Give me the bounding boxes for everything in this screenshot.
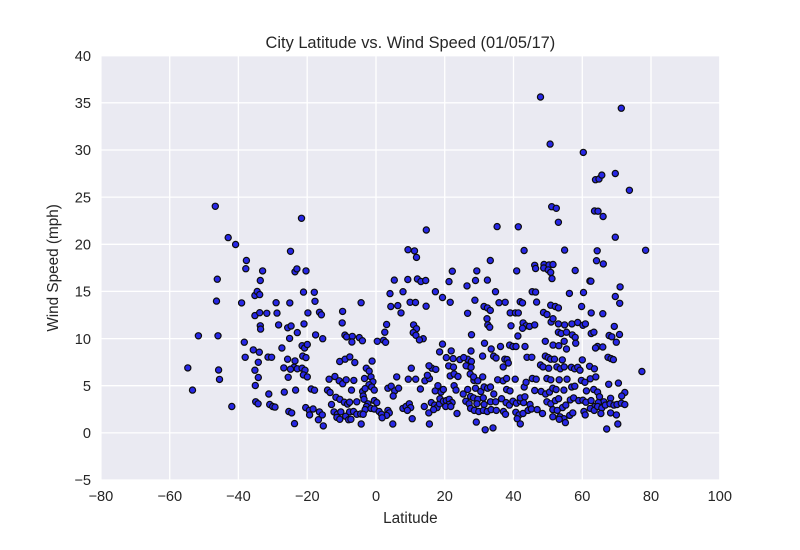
svg-text:15: 15: [75, 285, 91, 301]
svg-text:Wind Speed (mph): Wind Speed (mph): [45, 204, 62, 332]
svg-text:20: 20: [437, 489, 453, 505]
svg-text:40: 40: [505, 489, 521, 505]
svg-text:−80: −80: [89, 489, 114, 505]
svg-text:City Latitude vs. Wind Speed (: City Latitude vs. Wind Speed (01/05/17): [266, 34, 556, 52]
svg-text:5: 5: [83, 379, 91, 395]
svg-text:30: 30: [75, 143, 91, 159]
svg-text:40: 40: [75, 49, 91, 65]
svg-text:35: 35: [75, 96, 91, 112]
svg-text:−40: −40: [226, 489, 251, 505]
svg-text:−5: −5: [74, 473, 91, 489]
svg-text:0: 0: [372, 489, 380, 505]
svg-text:80: 80: [643, 489, 659, 505]
svg-text:0: 0: [83, 426, 91, 442]
svg-text:20: 20: [75, 238, 91, 254]
svg-text:100: 100: [708, 489, 732, 505]
svg-text:25: 25: [75, 190, 91, 206]
svg-text:−60: −60: [157, 489, 182, 505]
svg-text:−20: −20: [295, 489, 320, 505]
svg-text:10: 10: [75, 332, 91, 348]
svg-text:60: 60: [574, 489, 590, 505]
svg-text:Latitude: Latitude: [383, 510, 437, 527]
